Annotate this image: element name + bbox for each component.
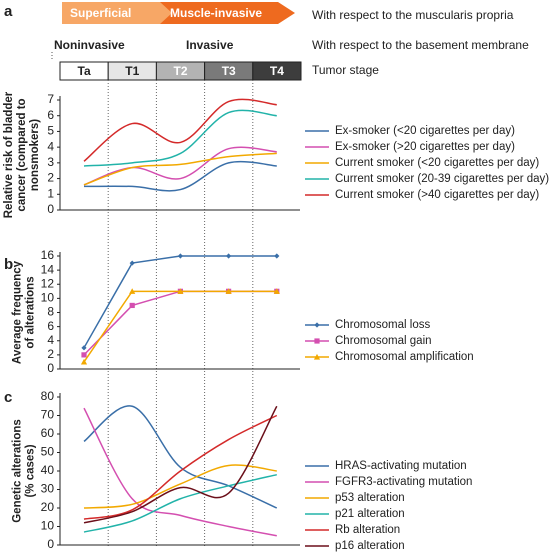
invasion-label: Noninvasive <box>54 38 125 52</box>
series-line <box>83 290 277 363</box>
marker <box>80 358 88 365</box>
series-line <box>83 152 277 186</box>
stage-label: T4 <box>270 64 284 78</box>
y-axis-label: Average frequency <box>12 260 24 364</box>
legend-label: Chromosomal loss <box>335 319 430 331</box>
marker <box>81 345 87 351</box>
legend-label: HRAS-activating mutation <box>335 460 467 472</box>
y-tick-label: 6 <box>47 108 54 122</box>
stage-label: T3 <box>222 64 236 78</box>
y-tick-label: 10 <box>41 291 55 305</box>
legend-label: p16 alteration <box>335 540 405 552</box>
marker <box>313 353 321 360</box>
y-axis-label: of alterations <box>25 276 37 348</box>
y-tick-label: 60 <box>41 426 55 440</box>
legend-label: Chromosomal amplification <box>335 351 474 363</box>
y-tick-label: 50 <box>41 445 55 459</box>
y-axis-label: nonsmokers) <box>29 119 41 191</box>
stage-label: Ta <box>78 64 91 78</box>
legend-label: Current smoker (20-39 cigarettes per day… <box>335 173 549 185</box>
y-axis-label: (% cases) <box>25 444 37 497</box>
series-line <box>83 98 277 162</box>
panel-letter: c <box>4 389 12 406</box>
y-tick-label: 6 <box>47 319 54 333</box>
series-line <box>83 160 277 192</box>
y-axis-label: Genetic alterations <box>12 419 24 523</box>
series-line <box>83 407 277 537</box>
series-line <box>83 109 277 167</box>
y-axis-label: Relative risk of bladder <box>3 91 15 218</box>
arrow-muscle-invasive <box>160 2 295 24</box>
y-axis-label: cancer (compared to <box>16 98 28 211</box>
series-line <box>83 146 277 186</box>
series-line <box>83 414 278 520</box>
stage-label: T1 <box>125 64 139 78</box>
arrow-label: Superficial <box>70 6 131 20</box>
stage-box <box>252 61 302 81</box>
y-tick-label: 7 <box>47 92 54 106</box>
y-tick-label: 3 <box>47 155 54 169</box>
panel-letter: b <box>4 256 13 273</box>
y-tick-label: 2 <box>47 347 54 361</box>
legend-label: Current smoker (<20 cigarettes per day) <box>335 157 539 169</box>
legend-label: FGFR3-activating mutation <box>335 476 472 488</box>
legend-label: Ex-smoker (<20 cigarettes per day) <box>335 125 515 137</box>
y-tick-label: 10 <box>41 519 55 533</box>
note: Tumor stage <box>312 63 379 77</box>
y-tick-label: 2 <box>47 171 54 185</box>
series-line <box>83 464 277 509</box>
marker <box>274 253 280 259</box>
marker <box>314 338 320 344</box>
y-tick-label: 0 <box>47 361 54 375</box>
legend-label: Rb alteration <box>335 524 400 536</box>
y-tick-label: 4 <box>47 139 54 153</box>
y-tick-label: 14 <box>41 262 55 276</box>
note: With respect to the muscularis propria <box>312 8 514 22</box>
marker <box>129 288 136 294</box>
marker <box>225 288 232 294</box>
y-tick-label: 1 <box>47 186 54 200</box>
y-tick-label: 0 <box>47 537 54 551</box>
series-line <box>83 255 277 349</box>
series-line <box>83 405 278 524</box>
marker <box>177 288 184 294</box>
panel-letter: a <box>4 3 13 20</box>
marker <box>226 253 232 259</box>
marker <box>314 322 320 328</box>
y-tick-label: 30 <box>41 482 55 496</box>
marker <box>273 288 280 294</box>
legend-label: p53 alteration <box>335 492 405 504</box>
arrow-label: Muscle-invasive <box>170 6 262 20</box>
series-line <box>83 290 277 356</box>
y-tick-label: 5 <box>47 124 54 138</box>
legend-label: p21 alteration <box>335 508 405 520</box>
stage-label: T2 <box>173 64 187 78</box>
y-tick-label: 0 <box>47 202 54 216</box>
series-line <box>83 473 277 533</box>
marker <box>177 253 183 259</box>
marker <box>129 302 135 309</box>
y-tick-label: 8 <box>47 305 54 319</box>
y-tick-label: 40 <box>41 463 55 477</box>
y-tick-label: 16 <box>41 248 55 262</box>
y-tick-label: 12 <box>41 276 55 290</box>
y-tick-label: 4 <box>47 333 54 347</box>
y-tick-label: 20 <box>41 500 55 514</box>
marker <box>129 260 135 266</box>
y-tick-label: 70 <box>41 408 55 422</box>
legend-label: Chromosomal gain <box>335 335 432 347</box>
arrow-superficial <box>62 2 177 24</box>
marker <box>81 352 87 358</box>
note: With respect to the basement membrane <box>312 38 529 52</box>
invasion-label: Invasive <box>186 38 234 52</box>
legend-label: Ex-smoker (>20 cigarettes per day) <box>335 141 515 153</box>
y-tick-label: 80 <box>41 389 55 403</box>
legend-label: Current smoker (>40 cigarettes per day) <box>335 189 539 201</box>
series-line <box>83 405 278 509</box>
